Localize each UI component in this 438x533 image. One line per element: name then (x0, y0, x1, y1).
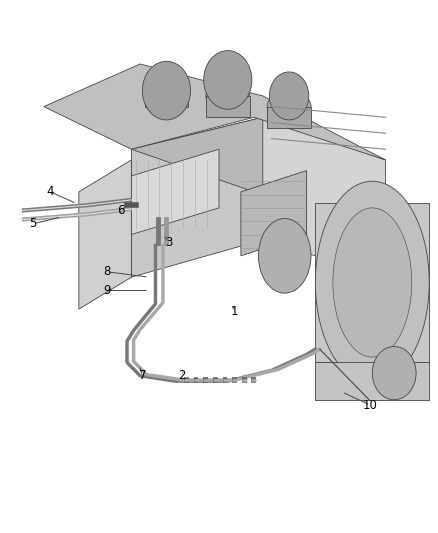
Text: 5: 5 (29, 217, 36, 230)
Text: 4: 4 (46, 185, 54, 198)
Ellipse shape (258, 219, 311, 293)
Polygon shape (44, 64, 385, 160)
Ellipse shape (372, 346, 416, 400)
Ellipse shape (333, 208, 412, 357)
Text: 8: 8 (104, 265, 111, 278)
Ellipse shape (142, 61, 191, 120)
Text: 2: 2 (178, 369, 186, 382)
Polygon shape (145, 85, 188, 107)
Polygon shape (131, 117, 385, 192)
Text: 6: 6 (117, 204, 124, 217)
Polygon shape (263, 117, 385, 277)
Polygon shape (315, 362, 429, 400)
Ellipse shape (267, 91, 311, 123)
Polygon shape (315, 203, 429, 362)
Ellipse shape (145, 69, 188, 101)
Polygon shape (241, 171, 307, 256)
Text: 7: 7 (138, 369, 146, 382)
Text: 9: 9 (103, 284, 111, 297)
Ellipse shape (315, 181, 429, 384)
Text: 3: 3 (165, 236, 172, 249)
Ellipse shape (204, 51, 252, 109)
Text: 10: 10 (363, 399, 378, 411)
Polygon shape (206, 96, 250, 117)
Ellipse shape (269, 72, 309, 120)
Polygon shape (79, 160, 131, 309)
Polygon shape (267, 107, 311, 128)
Text: 1: 1 (230, 305, 238, 318)
Polygon shape (131, 117, 263, 277)
Polygon shape (131, 149, 219, 235)
Ellipse shape (206, 80, 250, 112)
